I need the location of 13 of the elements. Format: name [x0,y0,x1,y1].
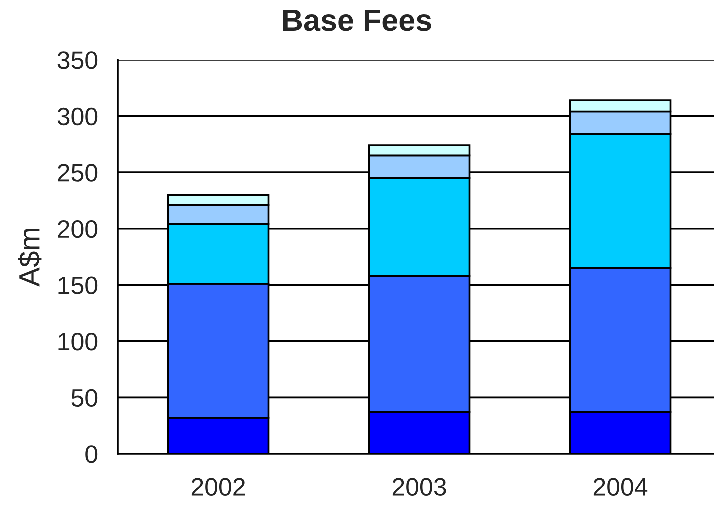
y-tick-label: 0 [86,446,98,464]
x-tick-label: 2004 [594,478,648,496]
chart-title: Base Fees [283,10,432,32]
y-tick-label: 50 [72,389,98,408]
y-tick-label: 100 [58,333,98,351]
y-tick-label: 300 [58,108,98,126]
y-tick-label: 350 [58,52,98,70]
y-tick-label: 150 [58,276,98,294]
y-axis-title: A$m [18,228,42,287]
x-tick-label: 2003 [392,478,446,496]
y-tick-label: 250 [58,164,98,182]
x-tick-label: 2002 [192,478,246,496]
y-tick-label: 200 [58,220,98,238]
